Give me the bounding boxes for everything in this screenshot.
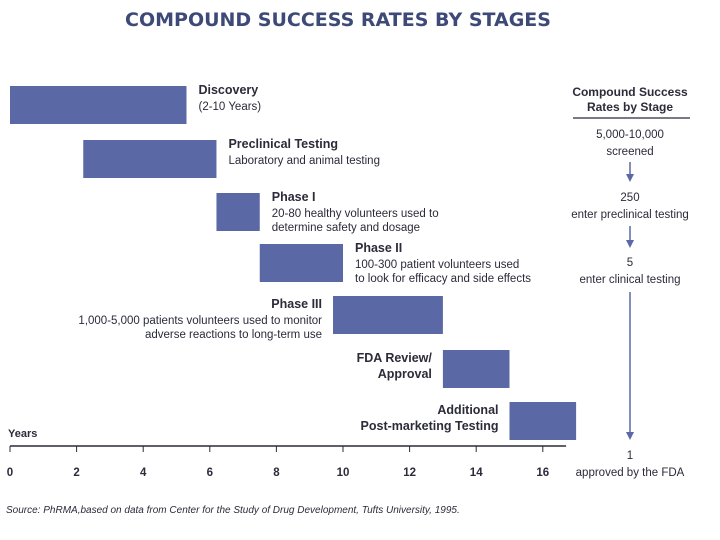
stage-bar-3 — [216, 193, 260, 231]
stage-desc-5: 1,000-5,000 patients volunteers used to … — [78, 315, 322, 327]
stage-name-7: Post-marketing Testing — [361, 419, 499, 433]
x-tick-label: 0 — [7, 467, 13, 479]
stage-desc-3: 20-80 healthy volunteers used to — [272, 208, 439, 220]
source-note: Source: PhRMA,based on data from Center … — [6, 505, 460, 516]
x-axis-label: Years — [8, 428, 37, 440]
stage-name-7: Additional — [437, 403, 498, 417]
side-step-label-3: enter clinical testing — [580, 274, 681, 286]
stage-name-3: Phase I — [272, 190, 316, 204]
x-tick-label: 14 — [470, 467, 483, 479]
stage-bar-6 — [442, 350, 510, 388]
stage-name-1: Discovery — [198, 83, 258, 97]
x-tick-label: 2 — [73, 467, 79, 479]
stage-bar-1 — [10, 86, 187, 124]
side-step-label-2: enter preclinical testing — [571, 209, 689, 221]
stage-bar-4 — [259, 244, 343, 282]
stage-name-6: Approval — [378, 367, 432, 381]
side-step-value-3: 5 — [627, 257, 633, 269]
stage-name-5: Phase III — [271, 297, 322, 311]
stage-name-4: Phase II — [355, 241, 402, 255]
side-step-label-4: approved by the FDA — [576, 467, 685, 479]
stage-desc-4: 100-300 patient volunteers used — [355, 259, 519, 271]
side-panel-heading: Rates by Stage — [587, 100, 673, 114]
stage-name-2: Preclinical Testing — [228, 137, 338, 151]
stage-desc-3: determine safety and dosage — [272, 222, 420, 234]
side-step-value-4: 1 — [627, 450, 633, 462]
stage-bar-2 — [83, 140, 217, 178]
stage-bar-5 — [333, 296, 443, 334]
stage-desc-2: Laboratory and animal testing — [228, 155, 380, 167]
x-tick-label: 8 — [273, 467, 280, 479]
side-step-label-1: screened — [606, 146, 653, 158]
funnel-arrowhead — [626, 432, 634, 440]
stage-name-6: FDA Review/ — [357, 351, 433, 365]
side-step-value-1: 5,000-10,000 — [596, 129, 664, 141]
x-tick-label: 12 — [403, 467, 416, 479]
side-panel-heading: Compound Success — [572, 85, 688, 99]
stage-desc-1: (2-10 Years) — [198, 101, 261, 113]
chart-title: COMPOUND SUCCESS RATES BY STAGES — [125, 9, 551, 31]
stage-desc-5: adverse reactions to long-term use — [145, 329, 322, 341]
funnel-arrowhead — [626, 174, 634, 182]
x-tick-label: 10 — [337, 467, 350, 479]
x-tick-label: 6 — [207, 467, 213, 479]
stage-bar-7 — [509, 402, 577, 440]
stage-desc-4: to look for efficacy and side effects — [355, 273, 531, 285]
side-step-value-2: 250 — [620, 192, 639, 204]
x-tick-label: 4 — [140, 467, 147, 479]
funnel-arrowhead — [626, 240, 634, 248]
x-tick-label: 16 — [536, 467, 549, 479]
